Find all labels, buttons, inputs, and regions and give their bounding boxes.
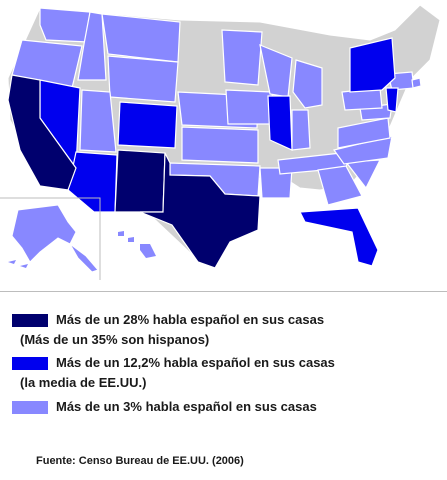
us-states-map [0,4,441,280]
legend-swatch-low [12,401,48,414]
state-colorado [117,101,178,149]
legend-item-medium: Más de un 12,2% habla español en sus cas… [12,353,442,373]
state-georgia [317,165,363,206]
state-rhode-island [411,77,422,89]
states-over-12-percent [39,37,399,267]
state-idaho [77,11,107,81]
state-minnesota [221,29,263,86]
map-legend-divider [0,291,447,292]
state-kansas [181,126,259,164]
source-citation: Fuente: Censo Bureau de EE.UU. (2006) [36,455,244,467]
state-new-york [349,37,396,93]
alaska-inset-frame [0,197,101,280]
state-illinois [267,95,293,151]
state-hawaii [118,231,156,258]
legend-swatch-medium [12,357,48,370]
legend-item-low: Más de un 3% habla español en sus casas [12,397,442,417]
legend-label-low: Más de un 3% habla español en sus casas [56,399,317,414]
state-wyoming [107,55,179,103]
state-virginia [337,117,391,149]
legend-item-medium-note: (la media de EE.UU.) [12,373,442,393]
state-iowa [225,89,275,125]
state-utah [79,89,117,153]
state-new-jersey [385,87,399,113]
legend-label-high: Más de un 28% habla español en sus casas [56,312,325,327]
state-new-mexico [114,149,166,213]
legend-label-medium: Más de un 12,2% habla español en sus cas… [56,355,335,370]
legend: Más de un 28% habla español en sus casas… [12,310,442,417]
state-michigan [292,59,323,109]
state-arizona [67,151,118,213]
legend-sublabel-medium: (la media de EE.UU.) [20,375,147,390]
state-washington [39,7,91,43]
legend-item-high: Más de un 28% habla español en sus casas [12,310,442,330]
states-over-28-percent [7,74,261,269]
state-florida [299,207,379,267]
legend-swatch-high [12,314,48,327]
legend-sublabel-high: (Más de un 35% son hispanos) [20,332,210,347]
state-alaska [8,204,99,273]
state-indiana [291,109,311,151]
state-california [7,74,77,191]
states-over-3-percent [11,7,422,206]
state-montana [101,13,181,63]
legend-item-high-note: (Más de un 35% son hispanos) [12,330,442,350]
state-texas [139,152,261,269]
